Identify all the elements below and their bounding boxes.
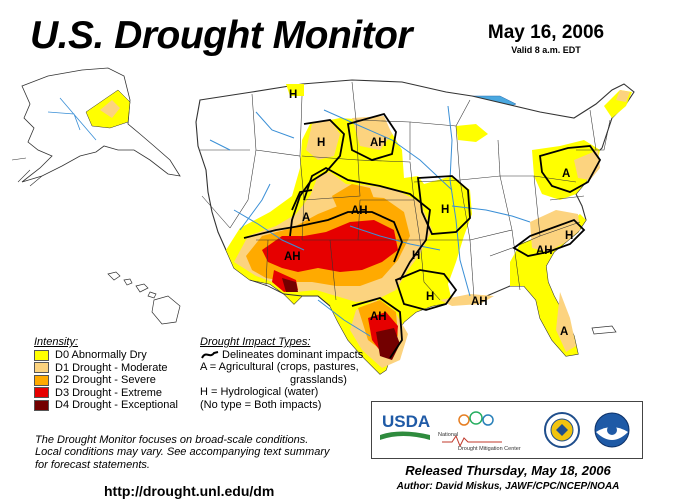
- alaska: [11, 67, 181, 187]
- drought-areas: [226, 84, 632, 374]
- legend-swatch: [34, 387, 49, 399]
- impact-label: AH: [284, 251, 301, 263]
- impact-label: AH: [370, 137, 387, 149]
- legend-swatch: [34, 349, 49, 361]
- map-title: U.S. Drought Monitor: [30, 14, 413, 57]
- website-link[interactable]: http://drought.unl.edu/dm: [104, 483, 275, 499]
- impact-label: H: [289, 89, 297, 101]
- hawaii: [107, 271, 181, 325]
- state-borders: [200, 81, 611, 301]
- impact-label: H: [441, 204, 449, 216]
- rivers: [209, 105, 531, 337]
- legend-item: D2 Drought - Severe: [34, 374, 178, 387]
- impact-label: AH: [536, 245, 553, 257]
- logos-svg: USDA National Drought Mitigation Center: [380, 411, 630, 452]
- impact-label: H: [317, 137, 325, 149]
- impact-line-2: A = Agricultural (crops, pastures,: [200, 361, 359, 374]
- note-line: The Drought Monitor focuses on broad-sca…: [35, 434, 309, 446]
- legend-swatch: [34, 362, 49, 374]
- impact-label: AH: [370, 311, 387, 323]
- legend-label: D4 Drought - Exceptional: [55, 399, 178, 412]
- map-date: May 16, 2006: [487, 22, 605, 43]
- impact-boundaries: [243, 112, 602, 359]
- noaa-logo: [594, 412, 630, 448]
- svg-text:Drought Mitigation Center: Drought Mitigation Center: [458, 446, 521, 452]
- legend-heading: Intensity:: [34, 336, 79, 348]
- author-credit: Author: David Miskus, JAWF/CPC/NCEP/NOAA: [396, 481, 620, 492]
- legend-item: D1 Drought - Moderate: [34, 362, 178, 375]
- impact-line-5: (No type = Both impacts): [200, 398, 322, 411]
- note-line: Local conditions may vary. See accompany…: [35, 446, 330, 459]
- puerto-rico: [591, 325, 617, 335]
- impact-label: H: [412, 250, 420, 262]
- legend-label: D3 Drought - Extreme: [55, 386, 162, 399]
- impact-label: AH: [351, 205, 368, 217]
- legend-item: D0 Abnormally Dry: [34, 349, 178, 362]
- release-date: Released Thursday, May 18, 2006: [405, 463, 611, 478]
- impact-labels: H H AH A AH H AH H H AH AH A AH H A: [284, 89, 573, 338]
- valid-time: Valid 8 a.m. EDT: [511, 45, 581, 55]
- note-line: for forecast statements.: [35, 458, 150, 471]
- impact-heading: Drought Impact Types:: [200, 336, 311, 348]
- usda-logo: USDA: [380, 412, 430, 440]
- legend-swatch: [34, 374, 49, 386]
- intensity-legend: Intensity: D0 Abnormally Dry D1 Drought -…: [34, 336, 178, 412]
- svg-text:National: National: [438, 432, 458, 438]
- impact-line-1: Delineates dominant impacts: [222, 349, 364, 361]
- impact-label: A: [562, 168, 570, 180]
- legend-item: D3 Drought - Extreme: [34, 387, 178, 400]
- partner-logos: USDA National Drought Mitigation Center: [371, 401, 643, 459]
- boundary-line-icon: [201, 351, 219, 359]
- legend-item: D4 Drought - Exceptional: [34, 399, 178, 412]
- legend-label: D2 Drought - Severe: [55, 374, 156, 387]
- impact-label: A: [560, 326, 568, 338]
- impact-label: AH: [471, 296, 488, 308]
- impact-label: A: [302, 212, 310, 224]
- ndmc-logo: National Drought Mitigation Center: [438, 411, 521, 452]
- legend-label: D0 Abnormally Dry: [55, 349, 147, 362]
- legend-swatch: [34, 399, 49, 411]
- legend-label: D1 Drought - Moderate: [55, 361, 168, 374]
- doc-seal: [544, 412, 580, 448]
- impact-label: H: [565, 230, 573, 242]
- svg-text:USDA: USDA: [382, 412, 430, 431]
- impact-line-3: grasslands): [290, 373, 347, 386]
- impact-label: H: [426, 291, 434, 303]
- disclaimer-note: The Drought Monitor focuses on broad-sca…: [35, 434, 329, 471]
- impact-types: Drought Impact Types: Delineates dominan…: [200, 336, 363, 411]
- impact-line-4: H = Hydrological (water): [200, 386, 319, 399]
